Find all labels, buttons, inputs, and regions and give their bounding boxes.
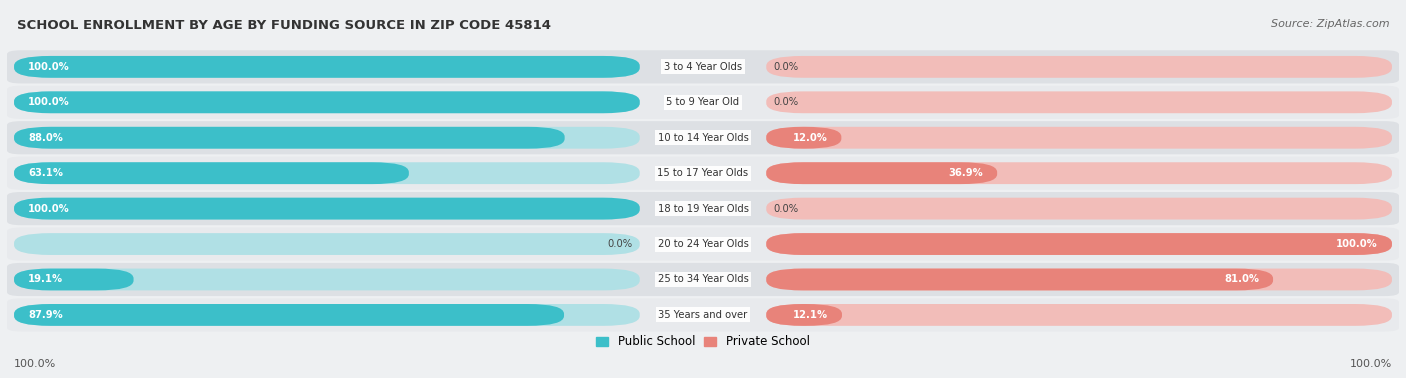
- Text: 36.9%: 36.9%: [948, 168, 983, 178]
- Text: 3 to 4 Year Olds: 3 to 4 Year Olds: [664, 62, 742, 72]
- Text: 18 to 19 Year Olds: 18 to 19 Year Olds: [658, 204, 748, 214]
- Text: 12.0%: 12.0%: [793, 133, 827, 143]
- Text: 35 Years and over: 35 Years and over: [658, 310, 748, 320]
- Text: 100.0%: 100.0%: [14, 359, 56, 369]
- Text: SCHOOL ENROLLMENT BY AGE BY FUNDING SOURCE IN ZIP CODE 45814: SCHOOL ENROLLMENT BY AGE BY FUNDING SOUR…: [17, 19, 551, 32]
- Text: 20 to 24 Year Olds: 20 to 24 Year Olds: [658, 239, 748, 249]
- FancyBboxPatch shape: [766, 162, 997, 184]
- FancyBboxPatch shape: [766, 162, 1392, 184]
- FancyBboxPatch shape: [7, 263, 1399, 296]
- FancyBboxPatch shape: [14, 304, 564, 326]
- FancyBboxPatch shape: [14, 198, 640, 220]
- Text: 100.0%: 100.0%: [28, 97, 70, 107]
- FancyBboxPatch shape: [7, 86, 1399, 119]
- FancyBboxPatch shape: [7, 121, 1399, 154]
- FancyBboxPatch shape: [766, 268, 1272, 290]
- FancyBboxPatch shape: [766, 56, 1392, 78]
- FancyBboxPatch shape: [14, 233, 640, 255]
- FancyBboxPatch shape: [14, 91, 640, 113]
- Text: 100.0%: 100.0%: [1350, 359, 1392, 369]
- Text: 81.0%: 81.0%: [1225, 274, 1258, 285]
- Legend: Public School, Private School: Public School, Private School: [592, 331, 814, 353]
- Text: 100.0%: 100.0%: [28, 204, 70, 214]
- Text: 87.9%: 87.9%: [28, 310, 63, 320]
- FancyBboxPatch shape: [766, 304, 842, 326]
- FancyBboxPatch shape: [766, 233, 1392, 255]
- Text: 88.0%: 88.0%: [28, 133, 63, 143]
- Text: 0.0%: 0.0%: [607, 239, 633, 249]
- FancyBboxPatch shape: [766, 233, 1392, 255]
- Text: 25 to 34 Year Olds: 25 to 34 Year Olds: [658, 274, 748, 285]
- FancyBboxPatch shape: [766, 198, 1392, 220]
- FancyBboxPatch shape: [766, 127, 841, 149]
- FancyBboxPatch shape: [14, 56, 640, 78]
- Text: 0.0%: 0.0%: [773, 62, 799, 72]
- FancyBboxPatch shape: [14, 304, 640, 326]
- FancyBboxPatch shape: [14, 268, 640, 290]
- FancyBboxPatch shape: [7, 192, 1399, 225]
- FancyBboxPatch shape: [766, 91, 1392, 113]
- FancyBboxPatch shape: [14, 162, 409, 184]
- Text: 12.1%: 12.1%: [793, 310, 828, 320]
- FancyBboxPatch shape: [14, 198, 640, 220]
- Text: 63.1%: 63.1%: [28, 168, 63, 178]
- Text: 100.0%: 100.0%: [1336, 239, 1378, 249]
- FancyBboxPatch shape: [7, 228, 1399, 261]
- Text: 5 to 9 Year Old: 5 to 9 Year Old: [666, 97, 740, 107]
- Text: 0.0%: 0.0%: [773, 204, 799, 214]
- FancyBboxPatch shape: [7, 156, 1399, 190]
- FancyBboxPatch shape: [14, 127, 640, 149]
- FancyBboxPatch shape: [766, 268, 1392, 290]
- Text: 0.0%: 0.0%: [773, 97, 799, 107]
- FancyBboxPatch shape: [7, 50, 1399, 84]
- Text: 15 to 17 Year Olds: 15 to 17 Year Olds: [658, 168, 748, 178]
- Text: Source: ZipAtlas.com: Source: ZipAtlas.com: [1271, 19, 1389, 29]
- FancyBboxPatch shape: [14, 162, 640, 184]
- Text: 10 to 14 Year Olds: 10 to 14 Year Olds: [658, 133, 748, 143]
- Text: 100.0%: 100.0%: [28, 62, 70, 72]
- FancyBboxPatch shape: [14, 127, 565, 149]
- Text: 19.1%: 19.1%: [28, 274, 63, 285]
- FancyBboxPatch shape: [14, 268, 134, 290]
- FancyBboxPatch shape: [7, 298, 1399, 332]
- FancyBboxPatch shape: [766, 304, 1392, 326]
- FancyBboxPatch shape: [14, 56, 640, 78]
- FancyBboxPatch shape: [14, 91, 640, 113]
- FancyBboxPatch shape: [766, 127, 1392, 149]
